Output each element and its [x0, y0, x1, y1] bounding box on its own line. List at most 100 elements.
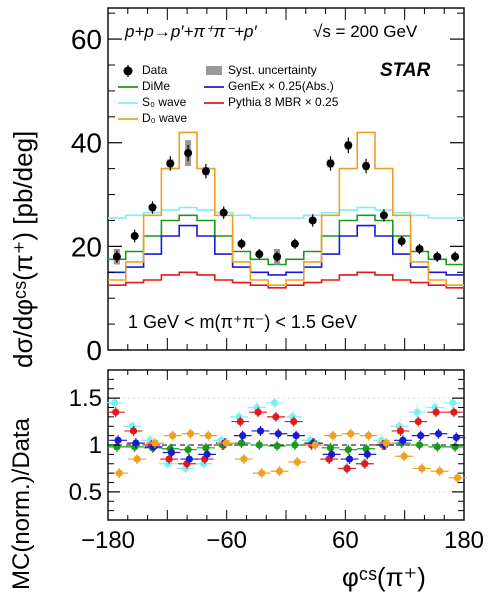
ratio-point — [329, 432, 337, 440]
ratio-point — [417, 432, 425, 440]
data-point — [397, 237, 406, 246]
bottom-panel: 0.5 1 1.5 −180 −60 60 180 — [69, 369, 484, 554]
bottom-y-axis-label: MC(norm.)/Data — [8, 417, 35, 590]
y-tick-label: 0.5 — [69, 479, 102, 506]
ratio-point — [382, 439, 390, 447]
ratio-point — [363, 450, 371, 458]
ratio-point — [254, 408, 262, 416]
ratio-point — [311, 441, 319, 449]
ratio-point — [415, 441, 424, 449]
y-tick-label: 40 — [71, 128, 102, 159]
ratio-point — [452, 433, 460, 442]
ratio-point — [413, 408, 421, 416]
ratio-point — [453, 474, 462, 482]
legend-d0-label: D₀ wave — [142, 111, 187, 125]
ratio-point — [364, 432, 373, 440]
data-point — [255, 250, 264, 259]
data-point — [326, 159, 335, 168]
series-line — [108, 224, 464, 276]
y-tick-label: 1.5 — [69, 385, 102, 412]
experiment-logo: STAR — [380, 60, 431, 81]
ratio-point — [396, 427, 405, 435]
ratio-point — [184, 446, 192, 454]
energy-label: √s = 200 GeV — [313, 22, 418, 41]
ratio-point — [151, 439, 159, 447]
data-point — [148, 203, 157, 212]
ratio-point — [343, 464, 351, 473]
ratio-point — [432, 408, 440, 416]
legend-data-label: Data — [142, 63, 168, 77]
ratio-point — [112, 408, 120, 416]
ratio-point — [110, 399, 119, 407]
y-tick-label: 60 — [71, 24, 102, 55]
ratio-point — [113, 443, 121, 451]
legend-marks — [118, 65, 224, 120]
ratio-point — [258, 469, 266, 477]
ratio-point — [362, 445, 370, 453]
ratio-point — [237, 439, 246, 447]
ratio-point — [345, 455, 354, 463]
ratio-point — [414, 417, 422, 426]
ratio-point — [239, 432, 247, 440]
data-point — [184, 149, 193, 158]
bottom-ratio-points — [105, 397, 467, 483]
legend-genex-label: GenEx × 0.25(Abs.) — [228, 79, 334, 93]
mass-range-annotation: 1 GeV < m(π⁺π⁻) < 1.5 GeV — [128, 312, 357, 332]
ratio-point — [169, 432, 177, 440]
data-point — [433, 252, 442, 261]
bottom-axes: 0.5 1 1.5 −180 −60 60 180 — [69, 370, 484, 554]
legend-syst-marker — [206, 66, 222, 75]
top-y-axis-label: dσ/dφᶜˢ(π⁺) [pb/deg] — [8, 130, 38, 368]
ratio-point — [347, 430, 355, 438]
x-tick-label: −60 — [206, 527, 247, 554]
ratio-point — [202, 444, 210, 452]
series-line — [108, 271, 464, 289]
ratio-point — [451, 443, 459, 451]
x-tick-label: −180 — [81, 527, 135, 554]
ratio-point — [326, 444, 335, 452]
ratio-point — [449, 399, 457, 407]
data-point — [273, 252, 282, 261]
data-point — [166, 159, 175, 168]
ratio-point — [185, 455, 193, 463]
data-point — [308, 216, 317, 225]
ratio-point — [274, 430, 282, 438]
ratio-point — [433, 443, 441, 451]
data-point — [130, 232, 139, 240]
ratio-point — [434, 430, 443, 438]
data-point — [379, 211, 388, 220]
data-point — [362, 162, 371, 171]
data-point — [344, 141, 353, 150]
ratio-point — [418, 464, 426, 473]
ratio-point — [290, 417, 298, 426]
data-point — [201, 167, 210, 176]
ratio-point — [293, 458, 301, 466]
data-point — [237, 239, 246, 248]
y-tick-label: 0 — [86, 335, 102, 366]
ratio-point — [272, 413, 280, 421]
y-tick-label: 20 — [71, 231, 102, 262]
legend-s0-label: S₀ wave — [142, 95, 187, 109]
ratio-point — [256, 427, 265, 435]
ratio-point — [436, 467, 444, 475]
ratio-point — [273, 442, 281, 450]
bottom-grid — [108, 397, 464, 493]
ratio-point — [292, 432, 300, 440]
ratio-point — [204, 432, 212, 440]
ratio-point — [450, 408, 458, 416]
ratio-point — [240, 455, 248, 463]
data-point — [219, 208, 228, 217]
ratio-point — [275, 467, 284, 475]
data-point — [290, 239, 299, 248]
ratio-point — [203, 450, 211, 458]
ratio-point — [133, 455, 141, 463]
top-axes: 0 20 40 60 — [71, 8, 465, 366]
ratio-point — [328, 450, 336, 458]
ratio-point — [186, 430, 195, 438]
ratio-point — [167, 448, 176, 457]
ratio-point — [222, 439, 230, 447]
ratio-point — [344, 446, 352, 454]
ratio-point — [255, 441, 263, 449]
legend-dime-label: DiMe — [142, 79, 171, 93]
